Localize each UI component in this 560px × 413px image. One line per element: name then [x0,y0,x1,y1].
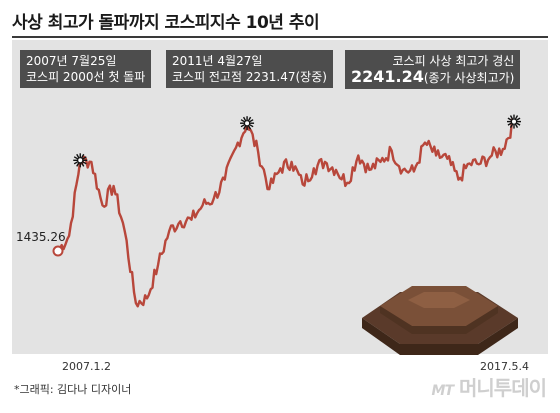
title-rule [12,36,548,38]
marker-2007-07 [73,153,88,168]
annotation-2011-text: 코스피 전고점 2231.47(장중) [172,70,327,84]
x-end-label: 2017.5.4 [480,360,529,373]
annotation-2011-date: 2011년 4월27일 [172,54,263,68]
annotation-2017-value: 2241.24 [351,67,424,86]
x-start-label: 2007.1.2 [62,360,111,373]
marker-2011-04 [240,116,255,131]
annotation-2017-text: (종가 사상최고가) [423,71,515,85]
logo-text: 머니투데이 [459,376,547,400]
annotation-2007-date: 2007년 7월25일 [26,54,117,68]
start-point [52,245,64,257]
annotation-2007: 2007년 7월25일 코스피 2000선 첫 돌파 [20,50,152,88]
brand-logo: MT 머니투데이 [431,372,547,401]
start-value-label: 1435.26 [16,230,66,244]
annotation-2011: 2011년 4월27일 코스피 전고점 2231.47(장중) [166,50,333,88]
bronze-step-illustration [362,286,518,355]
annotation-2017: 코스피 사상 최고가 경신 2241.24(종가 사상최고가) [345,50,521,89]
annotation-2007-text: 코스피 2000선 첫 돌파 [26,70,146,84]
annotation-2017-title: 코스피 사상 최고가 경신 [392,54,515,68]
chart-title: 사상 최고가 돌파까지 코스피지수 10년 추이 [12,13,320,33]
logo-mt: MT [431,383,455,399]
marker-2017-05 [507,114,521,129]
graphic-credit: *그래픽: 김다나 디자이너 [14,383,132,396]
kospi-series-line [57,118,515,308]
